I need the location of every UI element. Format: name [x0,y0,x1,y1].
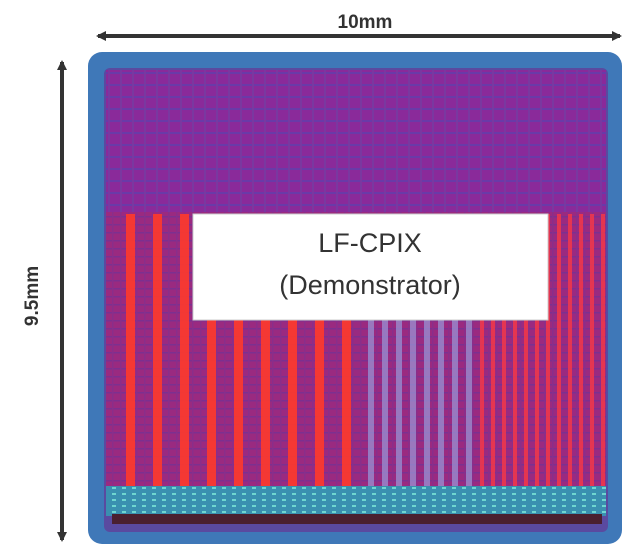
height-label: 9.5mm [22,266,43,326]
stripe [424,214,430,486]
stripe [466,214,472,486]
stripe [126,214,135,486]
stripe [568,214,572,486]
width-label: 10mm [338,12,393,33]
stripe [180,214,189,486]
stripe [342,214,351,486]
stripe [315,214,324,486]
stripe [234,214,243,486]
stripe [557,214,561,486]
stripe [535,214,539,486]
stripe [207,214,216,486]
periphery [106,486,606,516]
stripe [480,214,484,486]
stripe [579,214,583,486]
stripe [590,214,594,486]
label-line: (Demonstrator) [279,270,461,300]
stripe [438,214,444,486]
stripe [491,214,495,486]
stripe [368,214,374,486]
stripe [261,214,270,486]
stripe [382,214,388,486]
stripe [513,214,517,486]
stripe [396,214,402,486]
stripe [410,214,416,486]
stripe [288,214,297,486]
stripe [502,214,506,486]
stripe [546,214,550,486]
pad-row [112,514,602,524]
column-stripes [126,214,605,486]
top-array [106,70,606,212]
stripe [452,214,458,486]
stripe [153,214,162,486]
stripe [601,214,605,486]
label-box [192,213,549,321]
stripe [524,214,528,486]
label-line: LF-CPIX [318,228,422,258]
